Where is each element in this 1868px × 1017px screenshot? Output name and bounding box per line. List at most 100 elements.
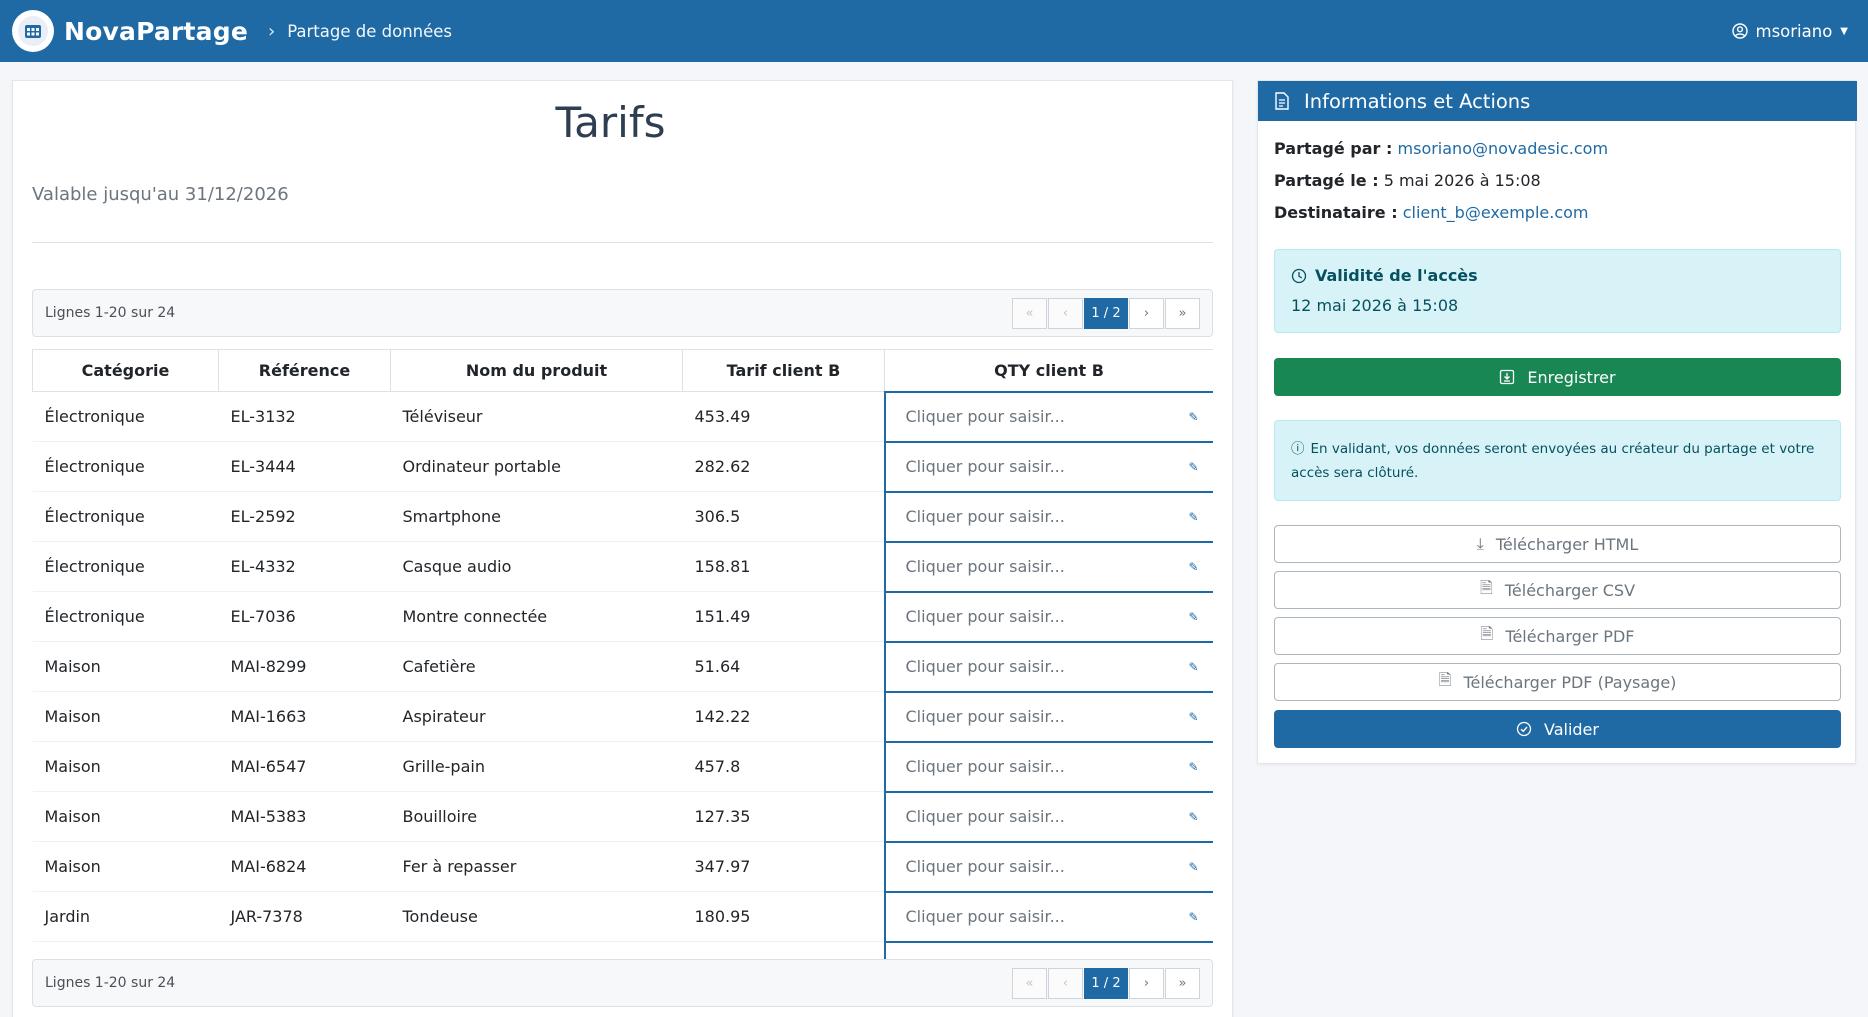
qty-placeholder: Cliquer pour saisir... (905, 457, 1065, 476)
edit-icon: ✎ (1188, 509, 1199, 524)
first-page-button[interactable]: « (1012, 298, 1047, 329)
current-page-indicator[interactable]: 1 / 2 (1084, 968, 1128, 999)
download-csv-label: Télécharger CSV (1504, 580, 1636, 600)
column-header[interactable]: Catégorie (32, 349, 219, 392)
column-header[interactable]: QTY client B (884, 349, 1213, 392)
qty-input[interactable]: Cliquer pour saisir... ✎ (886, 443, 1213, 491)
table-cell: 180.95 (682, 891, 885, 942)
last-page-button[interactable]: » (1165, 298, 1200, 329)
pagination-top: Lignes 1-20 sur 24 « ‹ 1 / 2 › » (32, 289, 1213, 337)
download-html-label: Télécharger HTML (1495, 534, 1639, 554)
validity-title: Validité de l'accès (1315, 266, 1478, 285)
info-icon: ⓘ (1291, 441, 1305, 457)
info-text: En validant, vos données seront envoyées… (1291, 441, 1815, 481)
qty-cell[interactable]: Cliquer pour saisir... ✎ (883, 491, 1213, 543)
edit-icon: ✎ (1188, 409, 1199, 424)
file-pdf-icon: 🗎 (1480, 623, 1494, 643)
qty-placeholder: Cliquer pour saisir... (905, 557, 1065, 576)
table-cell: Ordinateur portable (390, 441, 683, 492)
qty-cell[interactable]: Cliquer pour saisir... ✎ (883, 441, 1213, 493)
table-cell: Électronique (32, 541, 219, 592)
qty-cell[interactable]: Cliquer pour saisir... ✎ (883, 891, 1213, 943)
shared-by-label: Partagé par : (1274, 139, 1393, 158)
table-row: Électronique EL-3444 Ordinateur portable 28… (32, 441, 1213, 493)
download-csv-button[interactable]: 🗎 Télécharger CSV (1274, 571, 1841, 609)
next-page-button[interactable]: › (1129, 968, 1164, 999)
table-cell: EL-7036 (218, 591, 391, 642)
column-header[interactable]: Référence (218, 349, 391, 392)
edit-icon: ✎ (1188, 809, 1199, 824)
qty-input[interactable] (886, 943, 1213, 960)
edit-icon: ✎ (1188, 759, 1199, 774)
table-row: Électronique EL-2592 Smartphone 306.5 Clique… (32, 491, 1213, 543)
qty-input[interactable]: Cliquer pour saisir... ✎ (886, 543, 1213, 591)
table-cell (218, 941, 391, 959)
table-cell: 453.49 (682, 391, 885, 442)
qty-input[interactable]: Cliquer pour saisir... ✎ (886, 593, 1213, 641)
table-cell: Aspirateur (390, 691, 683, 742)
clock-icon (1291, 268, 1307, 283)
table-cell: 282.62 (682, 441, 885, 492)
edit-icon: ✎ (1188, 559, 1199, 574)
qty-input[interactable]: Cliquer pour saisir... ✎ (886, 643, 1213, 691)
qty-input[interactable]: Cliquer pour saisir... ✎ (886, 393, 1213, 441)
download-pdf-button[interactable]: 🗎 Télécharger PDF (1274, 617, 1841, 655)
table-cell: Bouilloire (390, 791, 683, 842)
save-label: Enregistrer (1527, 367, 1616, 387)
qty-cell[interactable]: Cliquer pour saisir... ✎ (883, 791, 1213, 843)
next-page-button[interactable]: › (1129, 298, 1164, 329)
brand-name[interactable]: NovaPartage (64, 16, 248, 46)
qty-input[interactable]: Cliquer pour saisir... ✎ (886, 693, 1213, 741)
download-pdf-label: Télécharger PDF (1505, 626, 1635, 646)
prev-page-button[interactable]: ‹ (1048, 968, 1083, 999)
qty-input[interactable]: Cliquer pour saisir... ✎ (886, 493, 1213, 541)
column-header[interactable]: Nom du produit (390, 349, 683, 392)
download-html-button[interactable]: ⤓ Télécharger HTML (1274, 525, 1841, 563)
download-pdf-landscape-button[interactable]: 🗎 Télécharger PDF (Paysage) (1274, 663, 1841, 701)
prev-page-button[interactable]: ‹ (1048, 298, 1083, 329)
pagination-info: Lignes 1-20 sur 24 (45, 975, 176, 991)
shared-by-email[interactable]: msoriano@novadesic.com (1397, 139, 1609, 158)
qty-input[interactable]: Cliquer pour saisir... ✎ (886, 743, 1213, 791)
current-page-indicator[interactable]: 1 / 2 (1084, 298, 1128, 329)
document-icon (1275, 92, 1289, 110)
qty-cell[interactable]: Cliquer pour saisir... ✎ (883, 541, 1213, 593)
qty-cell[interactable]: Cliquer pour saisir... ✎ (883, 591, 1213, 643)
qty-cell[interactable]: Cliquer pour saisir... ✎ (883, 841, 1213, 893)
edit-icon: ✎ (1188, 659, 1199, 674)
save-button[interactable]: Enregistrer (1274, 358, 1841, 396)
qty-cell[interactable]: Cliquer pour saisir... ✎ (883, 691, 1213, 743)
username: msoriano (1755, 21, 1833, 41)
validity-alert: Validité de l'accès 12 mai 2026 à 15:08 (1274, 249, 1841, 333)
table-row: Maison MAI-6547 Grille-pain 457.8 Cliquer po… (32, 741, 1213, 793)
panel-title: Informations et Actions (1304, 89, 1531, 113)
qty-input[interactable]: Cliquer pour saisir... ✎ (886, 893, 1213, 941)
qty-placeholder: Cliquer pour saisir... (905, 907, 1065, 926)
table-row: Maison MAI-5383 Bouilloire 127.35 Cliquer po… (32, 791, 1213, 843)
qty-input[interactable]: Cliquer pour saisir... ✎ (886, 793, 1213, 841)
last-page-button[interactable]: » (1165, 968, 1200, 999)
qty-cell[interactable]: Cliquer pour saisir... ✎ (883, 390, 1213, 443)
table-cell: EL-3444 (218, 441, 391, 492)
page-title: Tarifs (555, 98, 666, 147)
qty-placeholder: Cliquer pour saisir... (905, 807, 1065, 826)
first-page-button[interactable]: « (1012, 968, 1047, 999)
download-icon: ⤓ (1476, 534, 1484, 553)
table-cell (390, 941, 683, 959)
validity-text: Valable jusqu'au 31/12/2026 (32, 184, 289, 205)
user-menu[interactable]: msoriano ▼ (1731, 0, 1848, 62)
app-logo[interactable] (12, 10, 54, 52)
qty-cell[interactable]: Cliquer pour saisir... ✎ (883, 741, 1213, 793)
qty-placeholder: Cliquer pour saisir... (905, 707, 1065, 726)
breadcrumb[interactable]: Partage de données (287, 21, 453, 41)
table-cell: EL-4332 (218, 541, 391, 592)
validate-button[interactable]: Valider (1274, 710, 1841, 748)
table-header-row: Catégorie Référence Nom du produit Tarif… (32, 349, 1213, 392)
qty-input[interactable]: Cliquer pour saisir... ✎ (886, 843, 1213, 891)
file-pdf-icon: 🗎 (1438, 669, 1452, 689)
recipient-email[interactable]: client_b@exemple.com (1402, 203, 1589, 222)
qty-cell[interactable] (883, 941, 1213, 960)
qty-cell[interactable]: Cliquer pour saisir... ✎ (883, 641, 1213, 693)
shared-on-label: Partagé le : (1274, 171, 1379, 190)
column-header[interactable]: Tarif client B (682, 349, 885, 392)
